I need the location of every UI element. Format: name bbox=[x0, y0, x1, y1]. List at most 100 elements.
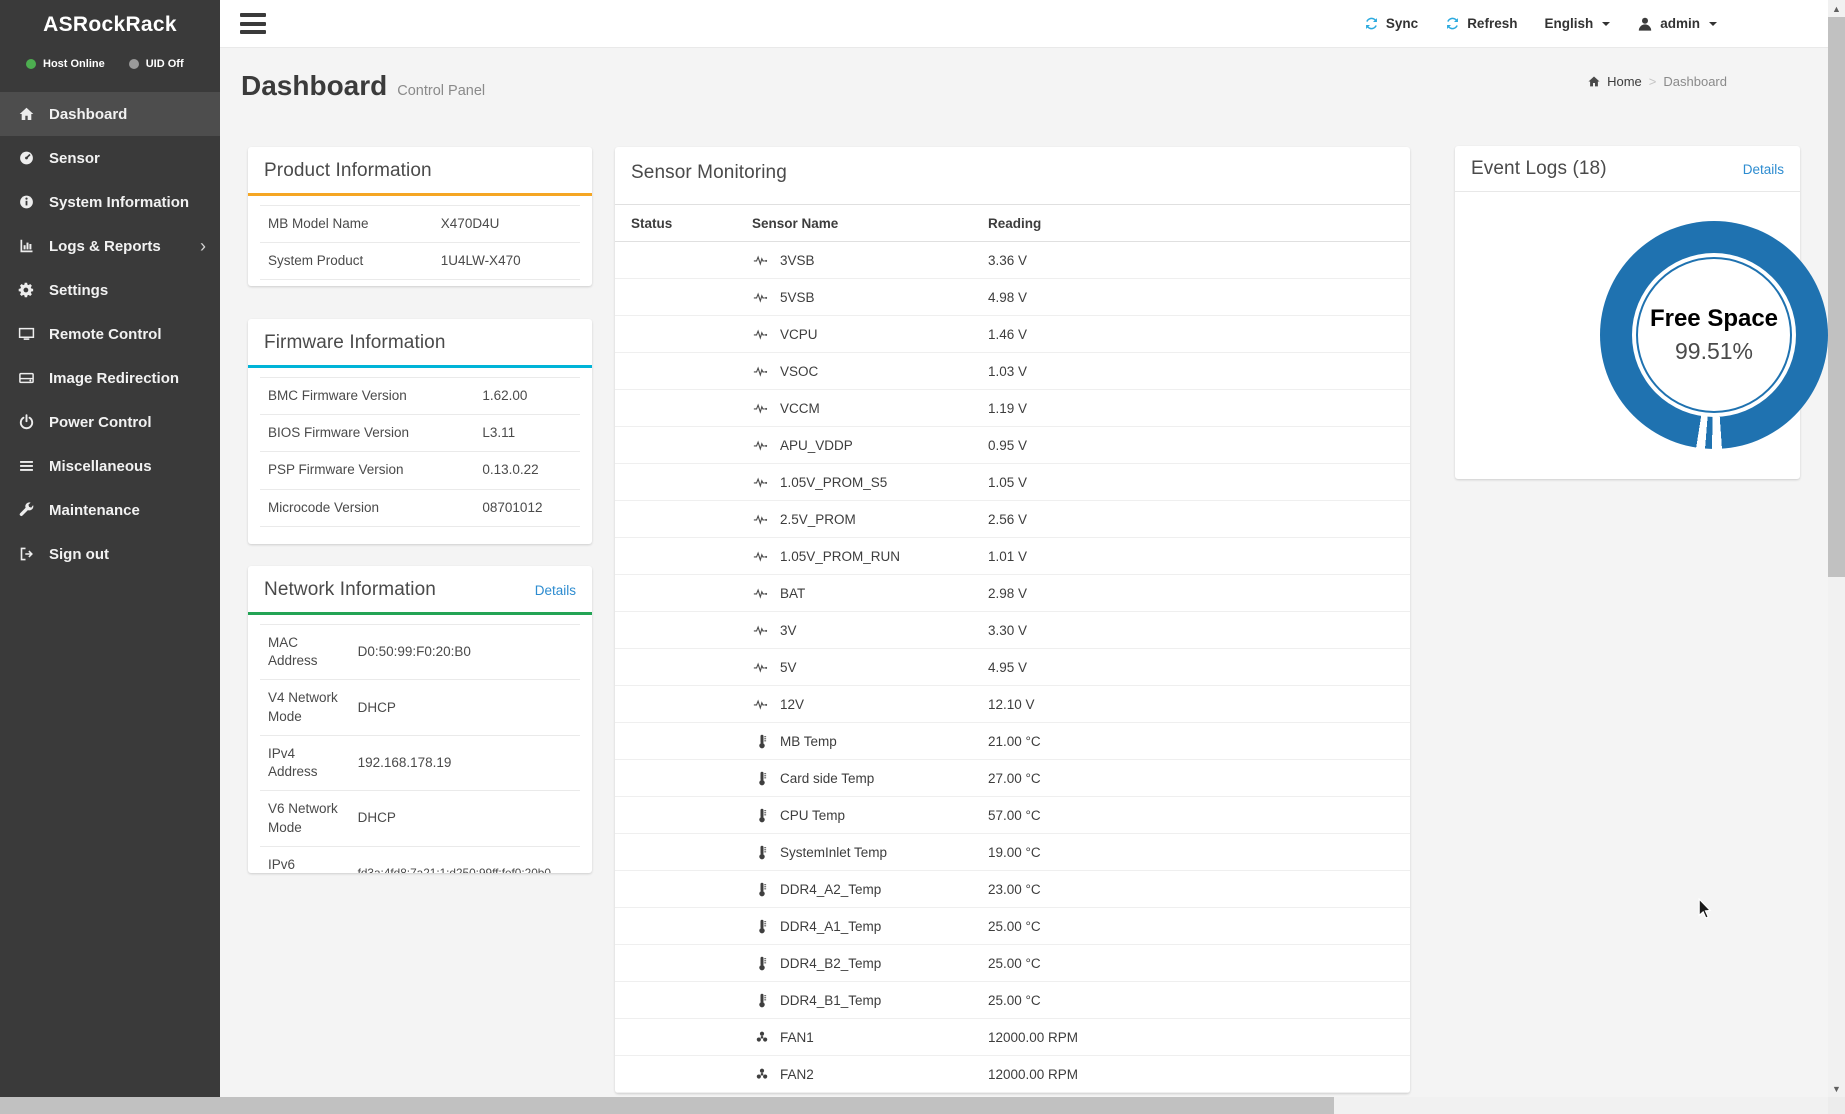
sensor-row-cpu-temp: CPU Temp 57.00 °C bbox=[615, 797, 1410, 834]
home-icon bbox=[18, 106, 36, 122]
event-logs-details-link[interactable]: Details bbox=[1742, 161, 1784, 177]
sensor-monitoring-header: Sensor Monitoring bbox=[615, 147, 1410, 204]
sensor-row-bat: BAT 2.98 V bbox=[615, 575, 1410, 612]
sensor-name: DDR4_B2_Temp bbox=[780, 955, 882, 971]
sensor-reading: 0.95 V bbox=[988, 437, 1028, 453]
sidebar-item-remote-control[interactable]: Remote Control bbox=[0, 312, 220, 356]
language-dropdown[interactable]: English bbox=[1544, 16, 1611, 31]
sensor-row-card-side-temp: Card side Temp 27.00 °C bbox=[615, 760, 1410, 797]
info-value: D0:50:99:F0:20:B0 bbox=[357, 644, 471, 660]
sensor-row-apu-vddp: APU_VDDP 0.95 V bbox=[615, 427, 1410, 464]
sidebar-item-settings[interactable]: Settings bbox=[0, 268, 220, 312]
sensor-name: APU_VDDP bbox=[780, 437, 853, 453]
sensor-name: VSOC bbox=[780, 363, 819, 379]
vertical-scrollbar[interactable]: ▲ ▼ bbox=[1828, 0, 1845, 1097]
sensor-name: 1.05V_PROM_S5 bbox=[780, 474, 888, 490]
table-row: PSP Firmware Version 0.13.0.22 bbox=[260, 451, 580, 489]
vertical-scrollbar-thumb[interactable] bbox=[1828, 17, 1845, 577]
sensor-name: BAT bbox=[780, 585, 806, 601]
sensor-reading: 1.19 V bbox=[988, 400, 1028, 416]
panel-title: Firmware Information bbox=[264, 332, 446, 353]
fan-icon bbox=[752, 1030, 771, 1044]
sensor-name: 3V bbox=[780, 622, 797, 638]
network-details-link[interactable]: Details bbox=[534, 582, 576, 598]
waveform-icon bbox=[752, 698, 771, 711]
sidebar-item-logs-reports[interactable]: Logs & Reports › bbox=[0, 224, 220, 268]
panel-title: Sensor Monitoring bbox=[631, 162, 787, 183]
sensor-row-5v: 5V 4.95 V bbox=[615, 649, 1410, 686]
user-icon bbox=[1637, 16, 1653, 32]
sidebar-item-sensor[interactable]: Sensor bbox=[0, 136, 220, 180]
sensor-row-12v: 12V 12.10 V bbox=[615, 686, 1410, 723]
sensor-reading: 57.00 °C bbox=[988, 807, 1041, 823]
info-label: BMC Firmware Version bbox=[268, 388, 407, 403]
table-row: V4 Network Mode DHCP bbox=[260, 679, 580, 735]
brand-logo[interactable]: ASRockRack bbox=[43, 13, 177, 36]
sync-button[interactable]: Sync bbox=[1364, 16, 1418, 31]
sensor-name: DDR4_A2_Temp bbox=[780, 881, 882, 897]
sensor-table-header: Status Sensor Name Reading bbox=[615, 204, 1410, 242]
sidebar-item-power-control[interactable]: Power Control bbox=[0, 400, 220, 444]
thermometer-icon bbox=[752, 882, 771, 897]
sidebar: ASRockRack Host Online UID Off Dashboard… bbox=[0, 0, 220, 1114]
horizontal-scrollbar-thumb[interactable] bbox=[0, 1097, 1334, 1114]
sensor-reading: 1.01 V bbox=[988, 548, 1028, 564]
firmware-information-panel: Firmware Information BMC Firmware Versio… bbox=[248, 319, 592, 544]
host-online-dot bbox=[26, 59, 36, 69]
hard-drive-icon bbox=[18, 370, 36, 386]
sidebar-item-label: Sensor bbox=[49, 149, 100, 167]
column-header-status: Status bbox=[631, 215, 673, 231]
sensor-row-mb-temp: MB Temp 21.00 °C bbox=[615, 723, 1410, 760]
breadcrumb-separator: > bbox=[1648, 74, 1657, 89]
sensor-name: DDR4_B1_Temp bbox=[780, 992, 882, 1008]
refresh-button[interactable]: Refresh bbox=[1445, 16, 1517, 31]
network-information-header: Network Information Details bbox=[248, 566, 592, 615]
sidebar-item-miscellaneous[interactable]: Miscellaneous bbox=[0, 444, 220, 488]
sensor-row-3v: 3V 3.30 V bbox=[615, 612, 1410, 649]
user-dropdown[interactable]: admin bbox=[1637, 16, 1717, 32]
sidebar-item-image-redirection[interactable]: Image Redirection bbox=[0, 356, 220, 400]
product-information-panel: Product Information MB Model Name X470D4U… bbox=[248, 147, 592, 286]
sensor-name: 5V bbox=[780, 659, 797, 675]
gauge-icon bbox=[18, 150, 36, 166]
scroll-up-arrow-icon[interactable]: ▲ bbox=[1832, 3, 1841, 14]
sensor-row-fan2: FAN2 12000.00 RPM bbox=[615, 1056, 1410, 1093]
menu-toggle-button[interactable] bbox=[240, 9, 266, 39]
main-content: Dashboard Control Panel Home > Dashboard… bbox=[220, 48, 1828, 1097]
sensor-row-1-05v-prom-run: 1.05V_PROM_RUN 1.01 V bbox=[615, 538, 1410, 575]
sensor-reading: 25.00 °C bbox=[988, 955, 1041, 971]
bar-chart-icon bbox=[18, 238, 36, 254]
refresh-icon bbox=[1445, 16, 1460, 31]
sidebar-item-label: System Information bbox=[49, 193, 190, 211]
waveform-icon bbox=[752, 476, 771, 489]
scroll-down-arrow-icon[interactable]: ▼ bbox=[1832, 1083, 1841, 1094]
info-value: 08701012 bbox=[482, 499, 543, 515]
horizontal-scrollbar[interactable] bbox=[0, 1097, 1828, 1114]
waveform-icon bbox=[752, 402, 771, 415]
sensor-name: VCCM bbox=[780, 400, 820, 416]
sidebar-item-sign-out[interactable]: Sign out bbox=[0, 532, 220, 576]
host-status-label: Host Online bbox=[43, 58, 105, 70]
breadcrumb-home-link[interactable]: Home bbox=[1587, 74, 1642, 89]
sidebar-item-label: Dashboard bbox=[49, 105, 128, 123]
sensor-name: 5VSB bbox=[780, 289, 815, 305]
sidebar-item-label: Settings bbox=[49, 281, 109, 299]
sidebar-item-label: Miscellaneous bbox=[49, 457, 152, 475]
table-row: MB Model Name X470D4U bbox=[260, 205, 580, 243]
sensor-row-ddr4-b1-temp: DDR4_B1_Temp 25.00 °C bbox=[615, 982, 1410, 1019]
table-row: BIOS Firmware Version L3.11 bbox=[260, 414, 580, 452]
sensor-reading: 19.00 °C bbox=[988, 844, 1041, 860]
power-icon bbox=[18, 414, 36, 430]
sensor-reading: 1.46 V bbox=[988, 326, 1028, 342]
sidebar-item-dashboard[interactable]: Dashboard bbox=[0, 92, 220, 136]
thermometer-icon bbox=[752, 956, 771, 971]
sidebar-item-maintenance[interactable]: Maintenance bbox=[0, 488, 220, 532]
waveform-icon bbox=[752, 587, 771, 600]
scrollbar-corner bbox=[1828, 1097, 1845, 1114]
sensor-name: MB Temp bbox=[780, 733, 837, 749]
table-row: IPv6 Address fd3a:4fd8:7a21:1:d250:99ff:f… bbox=[260, 846, 580, 873]
sidebar-item-system-information[interactable]: System Information bbox=[0, 180, 220, 224]
sensor-name: 1.05V_PROM_RUN bbox=[780, 548, 901, 564]
sensor-reading: 12000.00 RPM bbox=[988, 1066, 1079, 1082]
table-row: Microcode Version 08701012 bbox=[260, 489, 580, 527]
